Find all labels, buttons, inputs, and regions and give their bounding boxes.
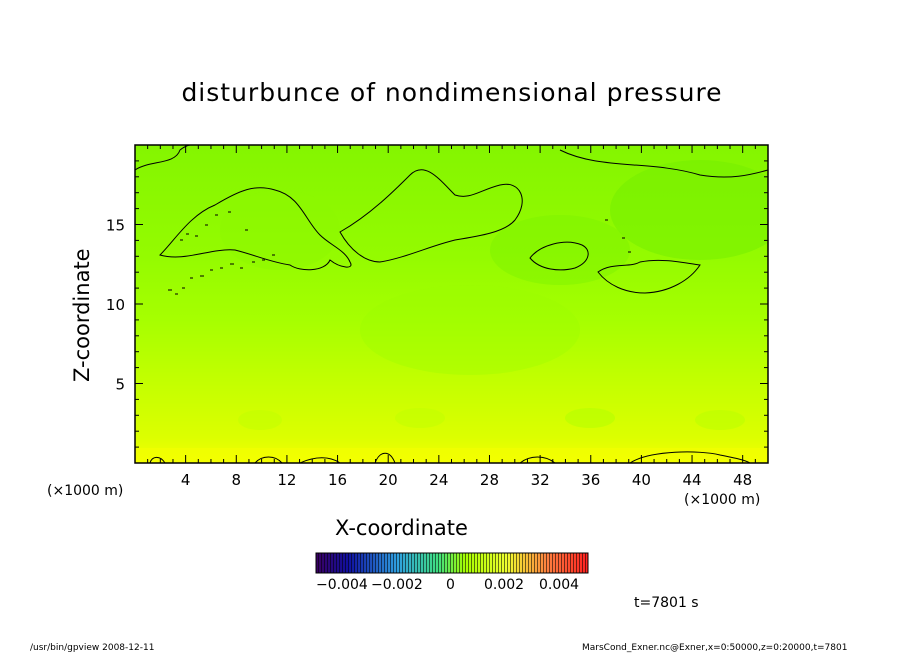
- contour-island: [529, 241, 589, 271]
- axis-ticks: [134, 144, 769, 464]
- x-tick-label: 16: [328, 471, 347, 489]
- contour-surface-6: [629, 451, 751, 463]
- y-tick-label: 15: [106, 217, 125, 235]
- contour-top-right: [559, 149, 768, 178]
- y-tick-label: 5: [115, 376, 125, 394]
- field-variations: [135, 160, 768, 463]
- colorbar-tick-label: 0.004: [539, 577, 580, 593]
- footer-right: MarsCond_Exner.nc@Exner,x=0:50000,z=0:20…: [582, 643, 848, 653]
- contour-ridge: [339, 169, 523, 263]
- contour-surface-4: [374, 452, 396, 463]
- contour-surface-2: [254, 456, 283, 463]
- x-tick-label: 24: [429, 471, 448, 489]
- colorbar: [315, 552, 589, 574]
- contour-specks: [168, 211, 631, 295]
- chart-title: disturbunce of nondimensional pressure: [181, 78, 723, 107]
- contour-upper-left: [159, 187, 352, 271]
- x-tick-label: 4: [181, 471, 191, 489]
- footer-left: /usr/bin/gpview 2008-12-11: [30, 643, 155, 653]
- colorbar-tick-label: 0.002: [484, 577, 525, 593]
- colorbar-frame: [315, 552, 589, 574]
- x-tick-label: 8: [232, 471, 242, 489]
- colorbar-tick-label: −0.002: [371, 577, 423, 593]
- plot-area: [134, 144, 769, 464]
- time-label: t=7801 s: [634, 595, 699, 611]
- x-unit-left: (×1000 m): [47, 483, 124, 499]
- x-tick-label: 36: [581, 471, 600, 489]
- x-tick-label: 28: [480, 471, 499, 489]
- x-tick-label: 32: [531, 471, 550, 489]
- contour-right: [597, 259, 701, 294]
- y-tick-label: 10: [106, 296, 125, 314]
- colorbar-tick-label: −0.004: [316, 577, 368, 593]
- contour-surface-1: [149, 456, 166, 463]
- x-tick-label: 12: [277, 471, 296, 489]
- x-tick-label: 40: [632, 471, 651, 489]
- y-axis-label: Z-coordinate: [70, 248, 94, 382]
- x-tick-label: 44: [682, 471, 701, 489]
- colorbar-tick-label: 0: [446, 577, 455, 593]
- x-tick-label: 48: [733, 471, 752, 489]
- colorbar-stripes: [316, 553, 588, 573]
- x-axis-label: X-coordinate: [335, 516, 468, 540]
- x-unit-right: (×1000 m): [684, 492, 761, 508]
- x-tick-label: 20: [379, 471, 398, 489]
